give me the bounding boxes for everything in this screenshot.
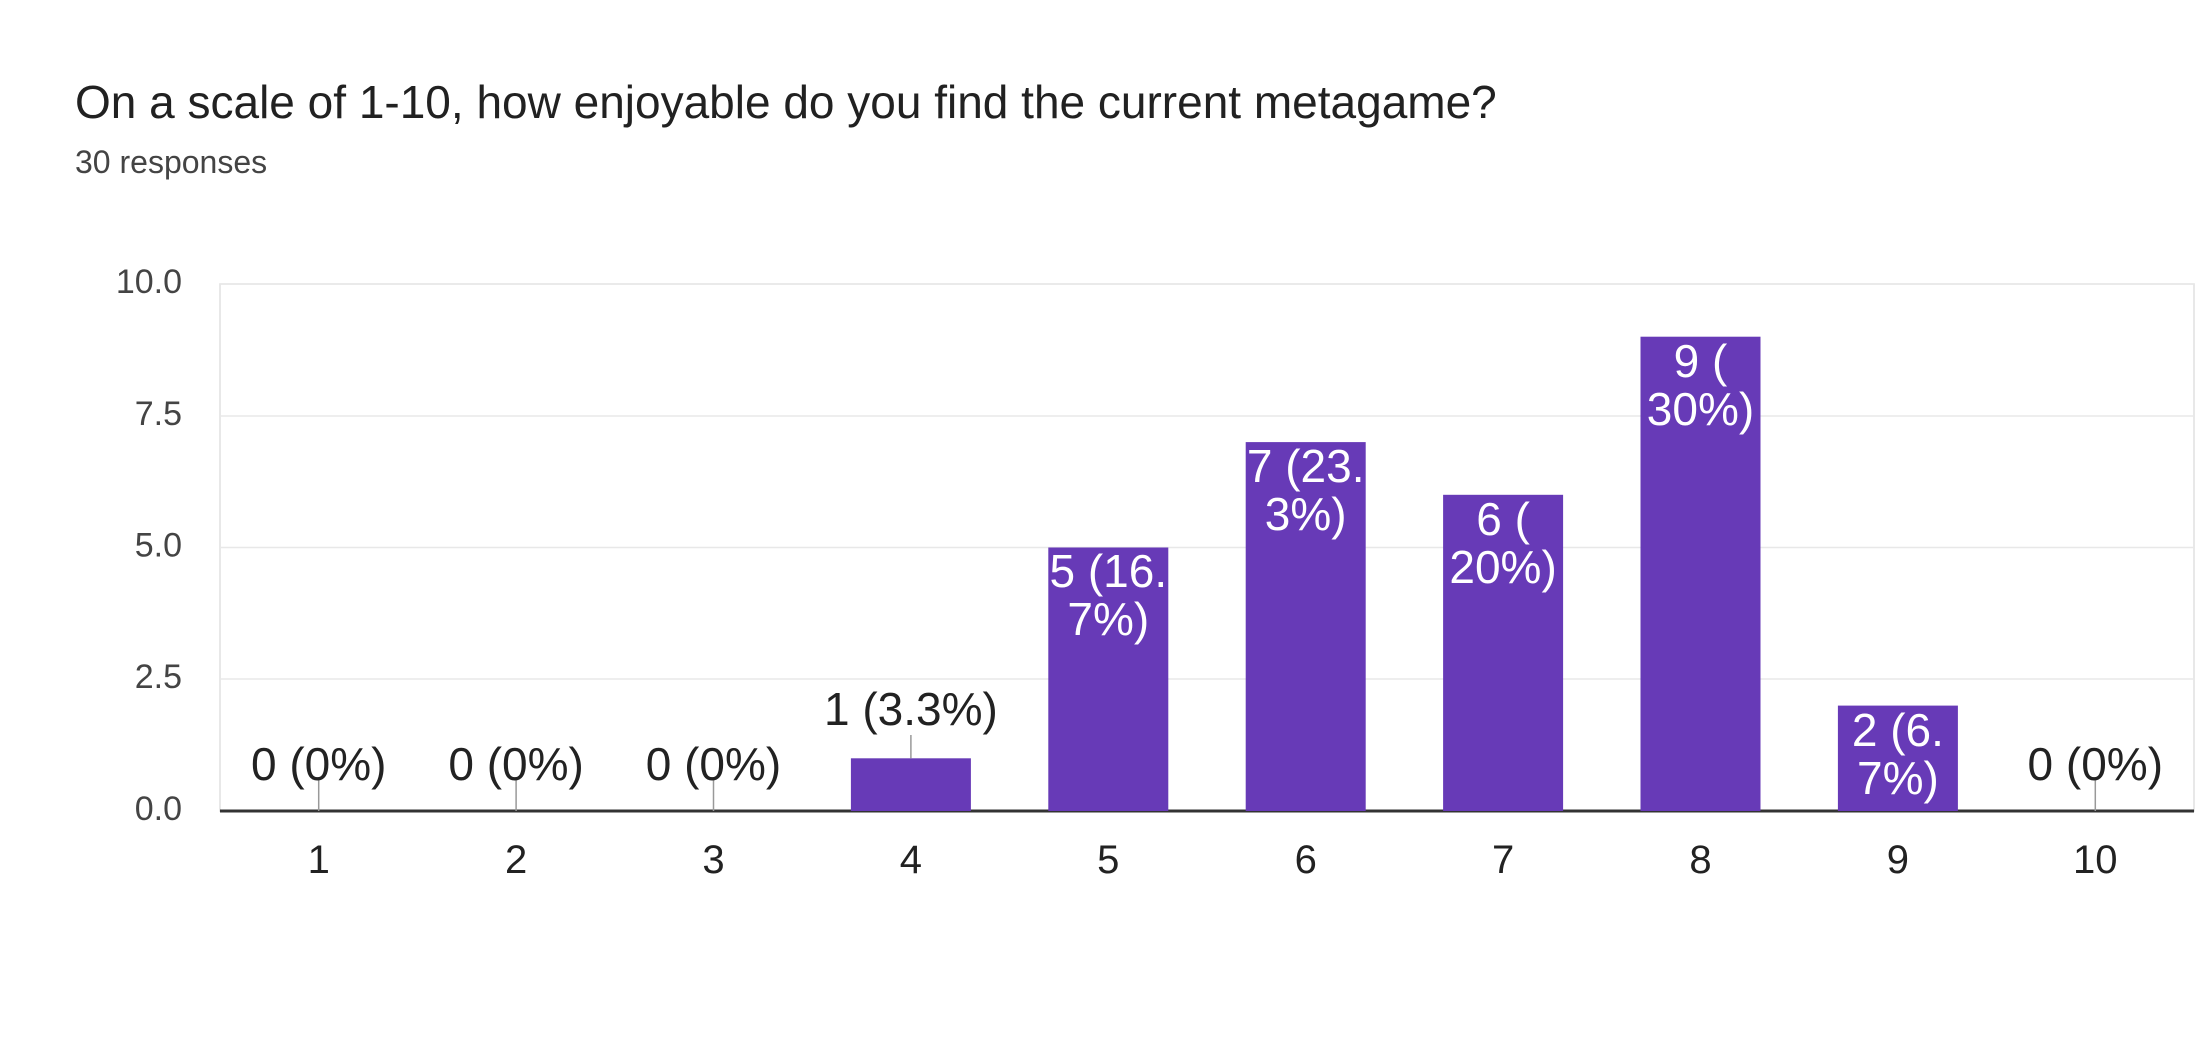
svg-text:2: 2 <box>505 838 527 882</box>
svg-text:0 (0%): 0 (0%) <box>448 738 583 790</box>
svg-text:2.5: 2.5 <box>135 658 182 696</box>
svg-text:7%): 7%) <box>1067 593 1149 645</box>
svg-text:9 (: 9 ( <box>1674 335 1728 387</box>
svg-text:5: 5 <box>1097 838 1119 882</box>
svg-text:0 (0%): 0 (0%) <box>2028 738 2163 790</box>
svg-text:5.0: 5.0 <box>135 526 182 564</box>
svg-text:10.0: 10.0 <box>116 263 182 301</box>
svg-text:30%): 30%) <box>1647 383 1754 435</box>
svg-text:4: 4 <box>900 838 922 882</box>
svg-text:3%): 3%) <box>1265 488 1347 540</box>
svg-text:7.5: 7.5 <box>135 395 182 433</box>
svg-text:7%): 7%) <box>1857 752 1939 804</box>
svg-text:5 (16.: 5 (16. <box>1049 545 1167 597</box>
svg-text:0.0: 0.0 <box>135 790 182 828</box>
svg-text:20%): 20%) <box>1449 541 1556 593</box>
svg-text:7 (23.: 7 (23. <box>1247 440 1365 492</box>
svg-text:1 (3.3%): 1 (3.3%) <box>824 683 998 735</box>
svg-text:0 (0%): 0 (0%) <box>646 738 781 790</box>
svg-text:7: 7 <box>1492 838 1514 882</box>
svg-text:1: 1 <box>308 838 330 882</box>
svg-text:10: 10 <box>2073 838 2118 882</box>
svg-text:6: 6 <box>1295 838 1317 882</box>
svg-text:8: 8 <box>1689 838 1711 882</box>
svg-text:9: 9 <box>1887 838 1909 882</box>
svg-text:0 (0%): 0 (0%) <box>251 738 386 790</box>
svg-text:3: 3 <box>702 838 724 882</box>
svg-text:6 (: 6 ( <box>1476 493 1530 545</box>
svg-text:2 (6.: 2 (6. <box>1852 704 1944 756</box>
